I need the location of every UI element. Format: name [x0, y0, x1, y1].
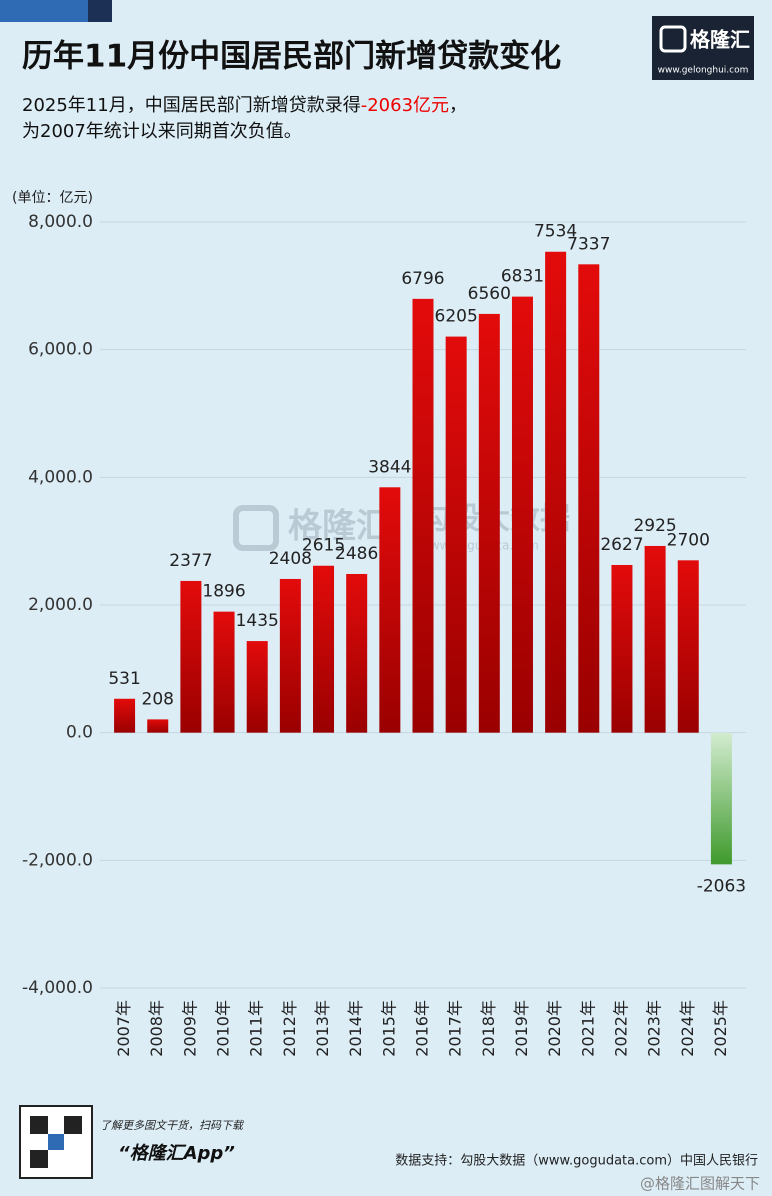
y-tick-label: 4,000.0 [28, 467, 93, 487]
value-label: 6831 [501, 267, 544, 287]
x-tick-label: 2025年 [711, 1000, 730, 1057]
y-tick-label: 6,000.0 [28, 340, 93, 360]
x-tick-label: 2010年 [214, 1000, 233, 1057]
subtitle: 为2007年统计以来同期首次负值。 [22, 121, 302, 142]
bar [677, 560, 699, 733]
bar [147, 719, 169, 733]
x-tick-label: 2022年 [611, 1000, 630, 1057]
y-tick-label: 8,000.0 [28, 212, 93, 232]
bar [478, 313, 500, 733]
x-tick-label: 2015年 [379, 1000, 398, 1057]
x-tick-label: 2024年 [678, 1000, 697, 1057]
value-label: 6560 [468, 284, 511, 304]
y-tick-label: 0.0 [66, 723, 93, 743]
qr-note: 了解更多图文干货，扫码下载 [100, 1119, 245, 1132]
title: 历年11月份中国居民部门新增贷款变化 [22, 39, 561, 75]
x-tick-label: 2023年 [645, 1000, 664, 1057]
subtitle-highlight: -2063亿元 [361, 95, 449, 116]
value-label: 2700 [667, 530, 710, 550]
value-label: 6205 [435, 307, 478, 327]
bar [578, 264, 600, 733]
source: 数据支持：勾股大数据（www.gogudata.com）中国人民银行 [395, 1154, 758, 1169]
subtitle-text: 2025年11月，中国居民部门新增贷款录得 [22, 95, 361, 116]
decor [88, 0, 112, 22]
y-tick-label: -2,000.0 [22, 850, 93, 870]
value-label: 3844 [368, 457, 411, 477]
bar [710, 732, 732, 865]
bar [412, 298, 434, 733]
bar [545, 251, 567, 733]
x-tick-label: 2019年 [512, 1000, 531, 1057]
y-tick-label: 2,000.0 [28, 595, 93, 615]
value-label: 7337 [567, 234, 610, 254]
subtitle: 2025年11月，中国居民部门新增贷款录得-2063亿元， [22, 95, 467, 116]
x-tick-label: 2011年 [247, 1000, 266, 1057]
x-tick-label: 2009年 [180, 1000, 199, 1057]
x-tick-label: 2014年 [346, 1000, 365, 1057]
value-label: 2377 [169, 551, 212, 571]
x-tick-label: 2012年 [280, 1000, 299, 1057]
bar [644, 545, 666, 733]
qr-code [64, 1116, 82, 1134]
bar [246, 641, 268, 733]
decor [0, 0, 88, 22]
logo: 格隆汇 [690, 28, 750, 52]
x-tick-label: 2018年 [479, 1000, 498, 1057]
qr-code [30, 1150, 48, 1168]
x-tick-label: 2013年 [313, 1000, 332, 1057]
unit-label: (单位：亿元) [12, 190, 93, 206]
x-tick-label: 2017年 [446, 1000, 465, 1057]
app-name: “格隆汇App” [118, 1143, 235, 1164]
bar [213, 611, 235, 733]
logo-url: www.gelonghui.com [658, 66, 749, 76]
credit: @格隆汇图解天下 [640, 1175, 760, 1193]
y-tick-label: -4,000.0 [22, 978, 93, 998]
qr-code [48, 1134, 64, 1150]
bar [445, 336, 467, 733]
qr-code [30, 1116, 48, 1134]
value-label: 2925 [633, 516, 676, 536]
value-label: 2615 [302, 536, 345, 556]
x-tick-label: 2008年 [147, 1000, 166, 1057]
value-label: 7534 [534, 222, 577, 242]
bar [180, 580, 202, 733]
value-label: 1896 [202, 582, 245, 602]
value-label: 1435 [236, 611, 279, 631]
subtitle-text: ， [449, 95, 467, 116]
x-tick-label: 2016年 [413, 1000, 432, 1057]
value-label: 2408 [269, 549, 312, 569]
bar [379, 487, 401, 733]
value-label: -2063 [697, 876, 746, 896]
value-label: 2486 [335, 544, 378, 564]
bar [511, 296, 533, 733]
x-tick-label: 2021年 [578, 1000, 597, 1057]
bar [279, 578, 301, 733]
watermark-brand: 格隆汇 [288, 507, 390, 547]
x-tick-label: 2007年 [114, 1000, 133, 1057]
bar [313, 565, 335, 733]
bar [114, 698, 136, 733]
value-label: 208 [142, 689, 174, 709]
bar [346, 573, 368, 733]
logo-icon [659, 25, 687, 53]
x-tick-label: 2020年 [545, 1000, 564, 1057]
value-label: 531 [108, 669, 140, 689]
watermark-icon [233, 505, 279, 551]
value-label: 6796 [401, 269, 444, 289]
value-label: 2627 [600, 535, 643, 555]
bar [611, 564, 633, 733]
